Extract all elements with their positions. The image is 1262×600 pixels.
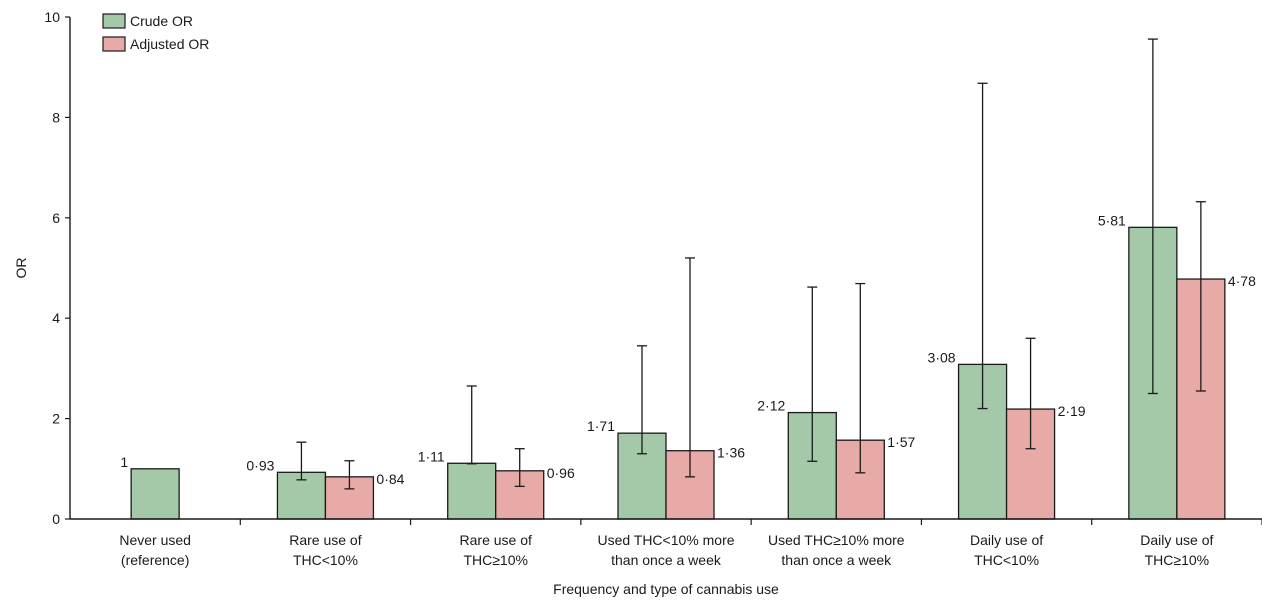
crude-or-bar — [447, 462, 497, 520]
category-label: Daily use of THC<10% — [970, 532, 1043, 568]
category-label-line: THC<10% — [293, 552, 358, 568]
category-label: Daily use of THC≥10% — [1140, 532, 1213, 568]
legend: Crude OR Adjusted OR — [102, 13, 209, 52]
crude-or-value-label: 3·08 — [928, 349, 956, 365]
category-label-line: Daily use of — [1140, 532, 1213, 548]
adjusted-or-value-label: 4·78 — [1228, 273, 1256, 289]
category-label: Rare use of THC≥10% — [460, 532, 532, 568]
category-label-line: (reference) — [121, 552, 189, 568]
y-tick-label: 8 — [52, 109, 60, 125]
axes-layer: 0 2 4 6 8 10 Never used (reference) Rare use of T… — [44, 9, 1262, 568]
category-label-line: THC<10% — [974, 552, 1039, 568]
y-tick-label: 10 — [44, 9, 60, 25]
adjusted-or-value-label: 1·36 — [717, 445, 745, 461]
category-label-line: than once a week — [781, 552, 892, 568]
category-label-line: Never used — [119, 532, 191, 548]
category-label: Rare use of THC<10% — [289, 532, 361, 568]
y-tick-label: 6 — [52, 210, 60, 226]
category-label-line: Daily use of — [970, 532, 1043, 548]
legend-label-crude: Crude OR — [130, 13, 193, 29]
crude-or-value-label: 0·93 — [246, 457, 274, 473]
adjusted-or-value-label: 1·57 — [887, 434, 915, 450]
category-label: Never used (reference) — [119, 532, 191, 568]
adjusted-or-value-label: 2·19 — [1058, 403, 1086, 419]
category-label: Used THC≥10% more than once a week — [768, 532, 905, 568]
category-label-line: THC≥10% — [1145, 552, 1209, 568]
crude-or-value-label: 1 — [120, 454, 128, 470]
adjusted-or-value-label: 0·84 — [376, 471, 404, 487]
category-label-line: Used THC<10% more — [597, 532, 734, 548]
crude-or-value-label: 2·12 — [757, 398, 785, 414]
category-label-line: Rare use of — [289, 532, 361, 548]
legend-swatch-crude — [102, 13, 126, 29]
y-tick-label: 2 — [52, 411, 60, 427]
crude-or-value-label: 1·11 — [418, 448, 445, 464]
legend-label-adjusted: Adjusted OR — [130, 36, 209, 52]
category-label-line: than once a week — [611, 552, 722, 568]
y-tick-label: 0 — [52, 511, 60, 527]
y-tick-label: 4 — [52, 310, 60, 326]
category-label: Used THC<10% more than once a week — [597, 532, 734, 568]
bars-layer — [130, 226, 1226, 520]
category-label-line: Used THC≥10% more — [768, 532, 905, 548]
crude-or-value-label: 5·81 — [1098, 212, 1126, 228]
crude-or-bar — [130, 468, 180, 520]
legend-swatch-adjusted — [102, 36, 126, 52]
error-bars-layer — [296, 38, 1206, 490]
y-axis-title: OR — [13, 258, 29, 279]
value-labels-layer: 1 0·93 0·84 1·11 0·96 1·71 1·36 2·12 1·57 3·08 2·1… — [120, 212, 1256, 486]
x-axis-title: Frequency and type of cannabis use — [553, 581, 779, 597]
category-label-line: THC≥10% — [463, 552, 527, 568]
adjusted-or-value-label: 0·96 — [547, 465, 575, 481]
category-label-line: Rare use of — [460, 532, 532, 548]
crude-or-value-label: 1·71 — [587, 418, 615, 434]
